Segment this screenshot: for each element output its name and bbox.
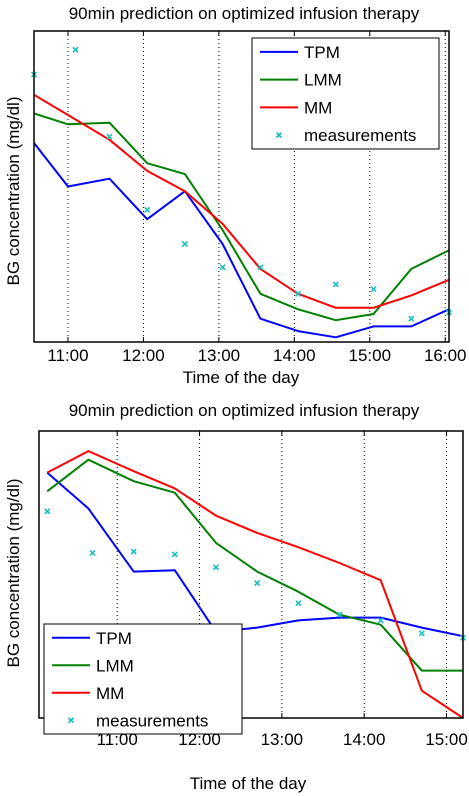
chart-title: 90min prediction on optimized infusion t… — [69, 4, 420, 23]
x-tick-label: 14:00 — [273, 346, 316, 365]
legend-label: measurements — [96, 711, 208, 730]
measurement-point — [89, 549, 96, 557]
x-tick-label: 14:00 — [343, 730, 386, 749]
x-tick-label: 13:00 — [261, 730, 304, 749]
series-line-tpm — [33, 142, 450, 339]
measurement-point — [254, 580, 261, 587]
series-line-mm — [33, 93, 450, 309]
legend-label: TPM — [304, 43, 340, 62]
legend: TPM LMM MM measurements — [43, 623, 243, 735]
chart-title: 90min prediction on optimized infusion t… — [69, 401, 420, 420]
legend-label: MM — [304, 98, 332, 117]
measurement-point — [295, 600, 302, 607]
legend-label: TPM — [96, 629, 132, 648]
legend: TPM LMM MM measurements — [251, 37, 440, 150]
measurement-point — [144, 206, 151, 213]
legend-label: measurements — [304, 126, 416, 145]
legend-label: LMM — [96, 656, 134, 675]
series-line-tpm — [46, 471, 464, 638]
measurement-point — [44, 508, 51, 515]
chart-bottom: 90min prediction on optimized infusion t… — [4, 401, 468, 793]
measurement-point — [370, 286, 377, 293]
measurement-point — [212, 564, 220, 571]
x-tick-label: 12:00 — [178, 730, 221, 749]
measurement-point — [257, 264, 264, 271]
x-tick-label: 16:00 — [424, 346, 467, 365]
y-axis-label: BG concentration (mg/dl) — [4, 97, 23, 286]
x-tick-label: 11:00 — [47, 346, 88, 365]
measurement-point — [336, 611, 343, 618]
measurement-point — [295, 290, 302, 297]
measurement-point — [181, 240, 188, 248]
x-tick-label: 15:00 — [348, 346, 391, 365]
legend-marker — [67, 717, 75, 724]
series-line-lmm — [46, 458, 463, 672]
x-tick-label: 11:00 — [97, 730, 138, 749]
plot-frame — [33, 30, 450, 343]
x-tick-label: 15:00 — [425, 730, 468, 749]
x-axis-label: Time of the day — [190, 774, 307, 793]
legend-box — [43, 623, 243, 735]
legend-marker — [275, 132, 283, 139]
legend-label: MM — [96, 684, 124, 703]
measurement-point — [171, 551, 178, 558]
y-axis-label: BG concentration (mg/dl) — [4, 479, 23, 668]
legend-label: LMM — [304, 71, 342, 90]
measurement-point — [219, 264, 226, 271]
measurement-point — [106, 133, 113, 140]
measurement-point — [418, 630, 425, 637]
measurement-point — [72, 46, 79, 53]
measurement-point — [408, 315, 415, 322]
plot-frame — [38, 430, 464, 719]
measurement-point — [377, 617, 384, 624]
x-tick-label: 13:00 — [198, 346, 241, 365]
x-axis-label: Time of the day — [183, 368, 300, 387]
measurement-point — [332, 281, 339, 288]
series-line-mm — [46, 450, 464, 719]
x-tick-label: 12:00 — [122, 346, 165, 365]
measurement-point — [130, 548, 137, 555]
legend-box — [251, 37, 440, 150]
chart-top: 90min prediction on optimized infusion t… — [4, 4, 467, 387]
